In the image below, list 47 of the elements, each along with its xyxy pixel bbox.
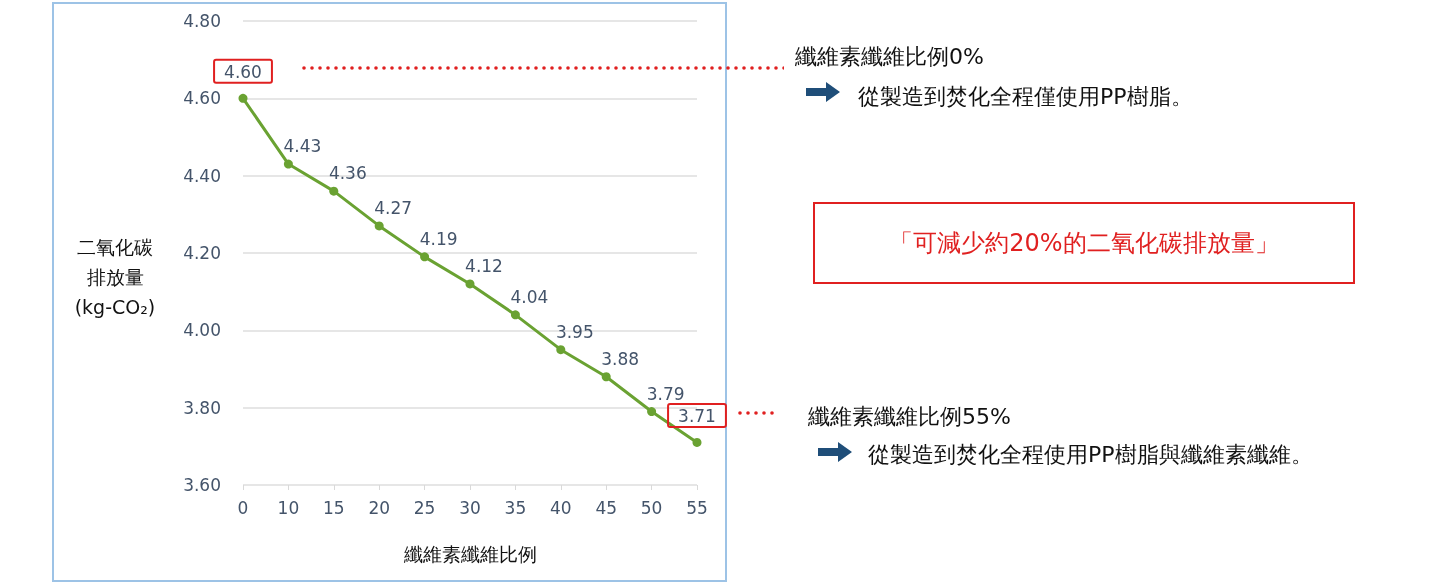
point xyxy=(238,93,248,103)
x-tick-label: 50 xyxy=(640,497,663,518)
data-label: 4.04 xyxy=(510,286,549,307)
x-tick-label: 35 xyxy=(504,497,527,518)
data-label: 4.60 xyxy=(224,62,262,83)
x-tick-label: 15 xyxy=(322,497,345,518)
data-label: 4.43 xyxy=(283,136,322,157)
x-tick-label: 40 xyxy=(549,497,572,518)
text: 從製造到焚化全程僅使用PP樹脂。 xyxy=(858,83,1193,111)
y-tick-label: 3.80 xyxy=(183,397,221,418)
x-tick-label: 10 xyxy=(277,497,300,518)
y-tick-label: 4.80 xyxy=(183,11,221,31)
data-label: 4.36 xyxy=(328,163,367,184)
text: 纖維素纖維比例0% xyxy=(795,43,984,71)
data-label: 4.27 xyxy=(374,197,413,218)
data-label: 3.95 xyxy=(555,321,594,342)
point xyxy=(465,279,475,289)
y-axis-title: 二氧化碳排放量(kg-CO₂) xyxy=(73,235,157,320)
data-label: 3.88 xyxy=(601,348,640,369)
x-tick-label: 55 xyxy=(686,497,708,518)
x-axis-title: 纖維素纖維比例 xyxy=(402,542,538,567)
data-label: 3.71 xyxy=(678,406,716,427)
text: 從製造到焚化全程使用PP樹脂與纖維素纖維。 xyxy=(868,441,1314,469)
y-tick-label: 4.60 xyxy=(183,88,221,109)
text: 纖維素纖維比例55% xyxy=(808,403,1011,431)
data-label: 4.19 xyxy=(419,228,458,249)
y-tick-label: 4.20 xyxy=(183,243,221,263)
x-tick-label: 20 xyxy=(368,497,391,518)
point xyxy=(283,159,293,169)
point xyxy=(647,407,657,417)
point xyxy=(420,252,430,262)
point xyxy=(556,345,566,355)
text: 「可減少約20%的二氧化碳排放量」 xyxy=(813,202,1355,284)
x-tick-label: 30 xyxy=(459,497,481,518)
point xyxy=(374,221,384,231)
data-label: 4.12 xyxy=(465,255,503,276)
y-tick-label: 4.40 xyxy=(183,165,221,186)
point xyxy=(601,372,611,382)
point xyxy=(692,437,702,447)
x-tick-label: 25 xyxy=(413,497,436,518)
x-tick-label: 0 xyxy=(237,497,249,518)
x-tick-label: 45 xyxy=(595,497,618,518)
data-label: 3.79 xyxy=(646,383,685,404)
y-tick-label: 4.00 xyxy=(183,320,221,341)
point xyxy=(329,186,339,196)
y-tick-label: 3.60 xyxy=(183,475,221,495)
point xyxy=(510,310,520,320)
